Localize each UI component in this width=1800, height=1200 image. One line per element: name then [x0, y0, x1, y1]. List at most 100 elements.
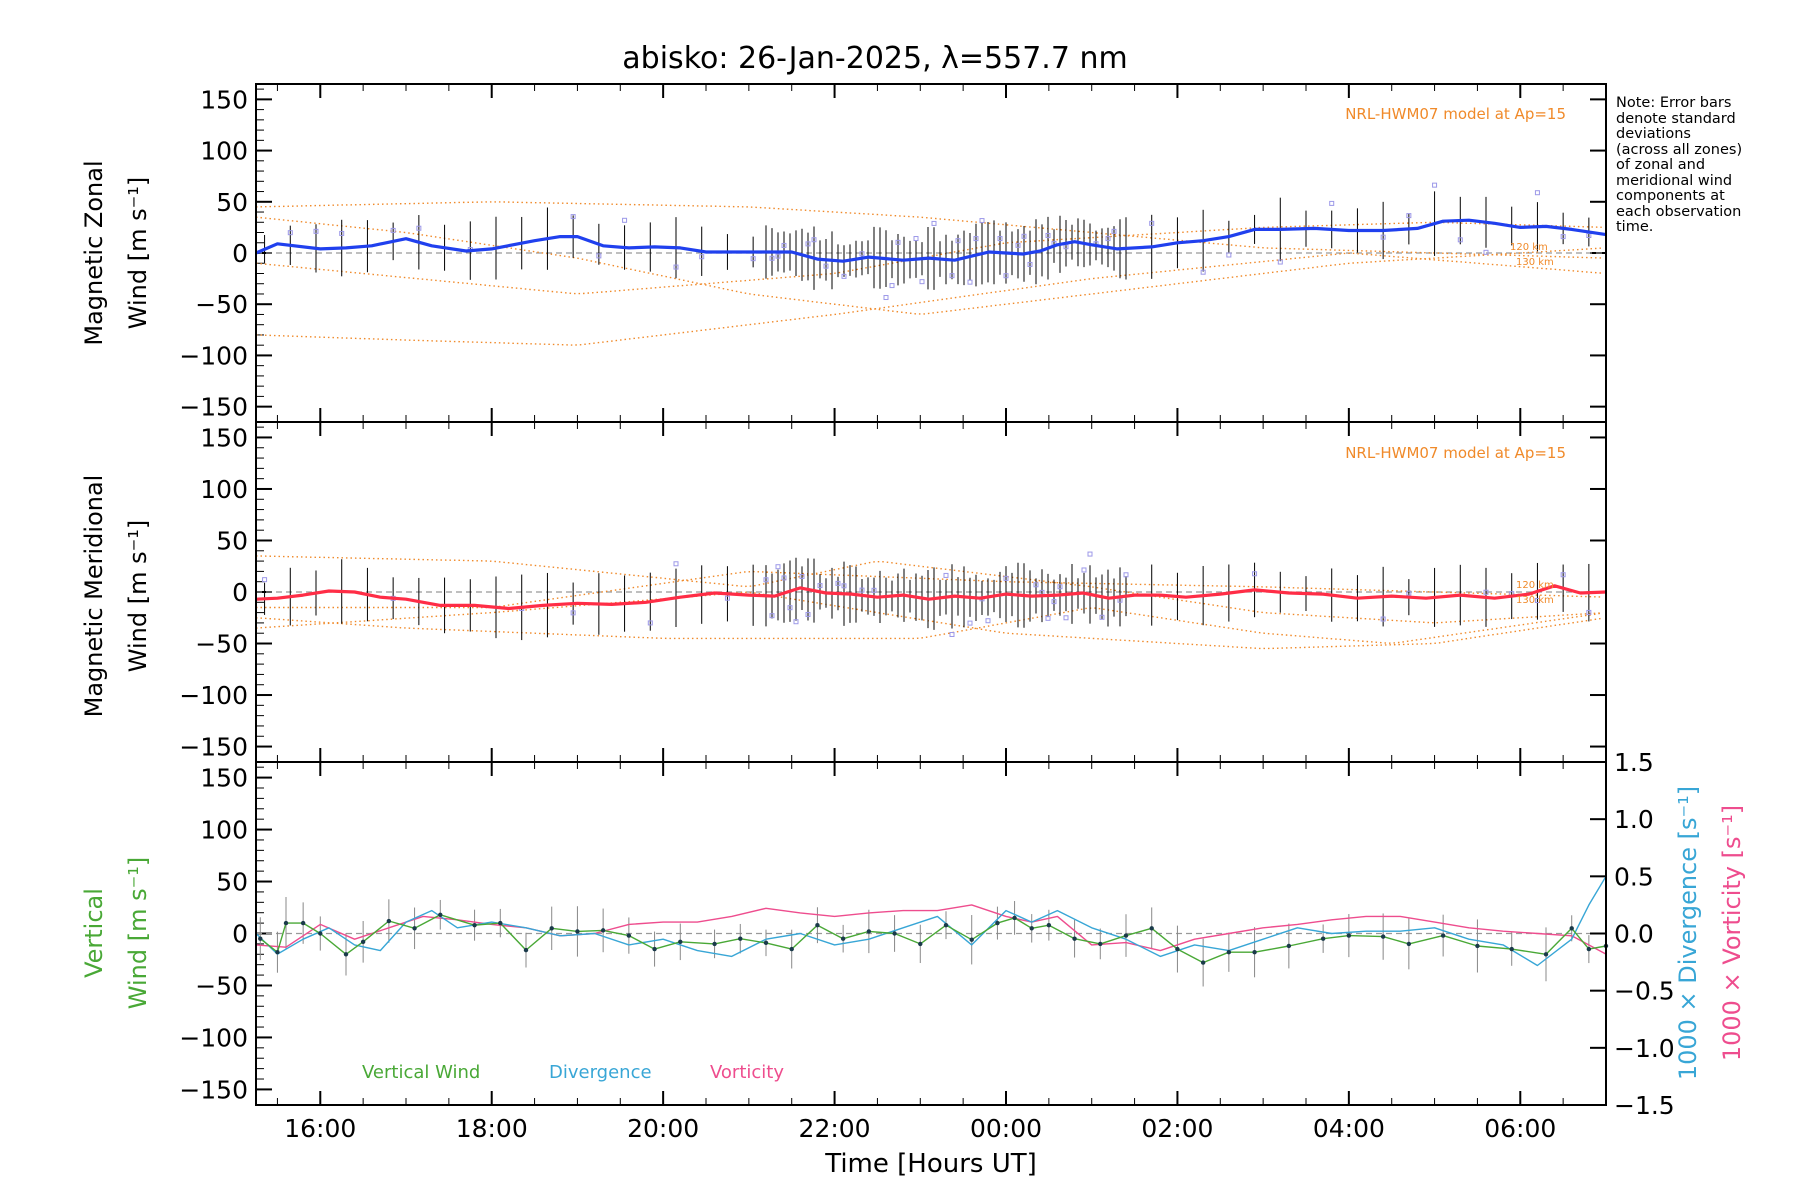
note-line: denote standard — [1616, 110, 1736, 127]
zonal-zone-point — [889, 283, 895, 289]
vertical-wind-point — [549, 926, 554, 931]
divergence-axis-label: 1000 × Divergence [s⁻¹] — [1674, 786, 1702, 1080]
zonal-zone-point — [775, 253, 781, 259]
vertical-wind-point — [1029, 926, 1034, 931]
zonal-zone-point — [1045, 232, 1051, 238]
meridional-zone-point — [1252, 571, 1258, 577]
y2-tick-label: 0.0 — [1614, 920, 1654, 949]
meridional-ylabel-line2: Wind [m s⁻¹] — [124, 520, 152, 672]
zonal-zone-point — [1277, 259, 1283, 265]
meridional-model-label: NRL-HWM07 model at Ap=15 — [1345, 444, 1566, 462]
zonal-zone-point — [750, 256, 756, 262]
meridional-zone-point — [1560, 572, 1566, 578]
meridional-model-curve — [255, 591, 1602, 650]
vertical-wind-point — [1569, 926, 1574, 931]
zonal-zone-point — [919, 279, 925, 285]
meridional-plot-area: 150 100 50 0 −50 −100 −150 — [179, 422, 1607, 762]
vertical-wind-point — [1072, 936, 1077, 941]
meridional-ytick-label: −50 — [195, 630, 248, 659]
vertical-wind-point — [1200, 960, 1206, 965]
note-line: Note: Error bars — [1616, 95, 1732, 111]
meridional-zone-point — [1057, 584, 1063, 590]
meridional-zone-point — [799, 573, 805, 579]
vertical-wind-point — [600, 928, 606, 933]
figure-title: abisko: 26-Jan-2025, λ=557.7 nm — [622, 41, 1127, 76]
zonal-zone-point — [1483, 249, 1489, 255]
meridional-zone-point — [673, 561, 679, 567]
meridional-zone-point — [835, 580, 841, 586]
meridional-model-curve — [255, 555, 1602, 624]
panel-zonal: 150 100 50 0 −50 −100 −150 NRL-HWM07 model at … — [80, 83, 1607, 423]
vertical-ylabel-line2: Wind [m s⁻¹] — [124, 857, 152, 1009]
zonal-zone-point — [1380, 234, 1386, 240]
meridional-zone-point — [1081, 567, 1087, 573]
vertical-ytick-label: −100 — [179, 1023, 248, 1052]
meridional-zone-point — [1051, 599, 1057, 605]
meridional-model-height-120: 120 km — [1516, 580, 1554, 591]
vertical-wind-point — [412, 926, 417, 931]
meridional-zone-point — [1534, 598, 1540, 604]
meridional-zone-point — [943, 572, 949, 578]
vertical-wind-point — [1475, 943, 1480, 949]
zonal-zone-point — [967, 279, 973, 285]
zonal-zone-point — [1200, 269, 1206, 275]
meridional-zone-point — [817, 583, 823, 589]
note-line: time. — [1616, 219, 1654, 235]
y2-tick-label: −1.0 — [1614, 1034, 1675, 1063]
x-axis: 16:00 18:00 20:00 22:00 00:00 02:00 04:00 06:00… — [284, 1114, 1556, 1179]
meridional-ytick-label: 150 — [200, 423, 248, 452]
meridional-zone-point — [871, 587, 877, 593]
zonal-zone-point — [313, 228, 319, 234]
meridional-zone-point — [1033, 582, 1039, 588]
y2-tick-label: 1.5 — [1614, 748, 1654, 777]
zonal-zone-point — [1111, 228, 1117, 234]
vertical-wind-point — [360, 939, 366, 945]
meridional-zone-point — [1087, 551, 1093, 557]
zonal-ylabel-line2: Wind [m s⁻¹] — [124, 177, 152, 329]
vertical-wind-point — [575, 929, 580, 934]
y2-tick-label: 1.0 — [1614, 805, 1654, 834]
zonal-ytick-label: 50 — [216, 188, 248, 217]
zonal-zone-point — [416, 225, 422, 231]
vertical-wind-point — [343, 952, 349, 957]
vertical-wind-point — [283, 920, 289, 926]
zonal-zone-point — [1329, 200, 1335, 206]
meridional-ytick-label: 100 — [200, 475, 248, 504]
vertical-wind-point — [789, 946, 794, 952]
meridional-ylabel-line1: Magnetic Meridional — [80, 475, 108, 718]
vertical-wind-point — [1046, 922, 1052, 928]
legend-vertical-wind: Vertical Wind — [362, 1062, 480, 1083]
x-tick-label: 04:00 — [1313, 1114, 1385, 1143]
zonal-zone-point — [973, 236, 979, 242]
meridional-ytick-label: 0 — [232, 578, 248, 607]
zonal-zone-point — [811, 237, 817, 243]
zonal-plot-area: 150 100 50 0 −50 −100 −150 — [179, 84, 1607, 422]
error-bar-note: Note: Error bars denote standard deviati… — [1616, 95, 1794, 236]
vertical-wind-point — [318, 931, 323, 936]
vertical-wind-point — [1226, 950, 1232, 955]
zonal-ylabel: Magnetic Zonal Wind [m s⁻¹] — [80, 160, 152, 345]
zonal-zone-point — [1105, 236, 1111, 242]
meridional-zone-point — [1586, 609, 1592, 615]
vorticity-axis-label: 1000 × Vorticity [s⁻¹] — [1718, 805, 1746, 1061]
zonal-ytick-label: −50 — [195, 290, 248, 319]
zonal-model-height-120: 120 km — [1510, 242, 1548, 253]
vertical-wind-point — [1098, 941, 1103, 947]
zonal-zone-point — [895, 239, 901, 245]
meridional-zone-point — [262, 577, 268, 583]
zonal-zone-point — [769, 255, 775, 261]
meridional-zone-point — [949, 631, 955, 637]
meridional-zone-point — [1003, 575, 1009, 581]
zonal-model-curve — [255, 221, 1602, 295]
zonal-zone-point — [859, 251, 865, 257]
meridional-zone-point — [841, 583, 847, 589]
meridional-zone-point — [1063, 615, 1069, 621]
zonal-zone-point — [979, 218, 985, 224]
x-tick-label: 02:00 — [1141, 1114, 1213, 1143]
vertical-ylabel-line1: Vertical — [80, 888, 108, 978]
zonal-zone-point — [570, 214, 576, 220]
meridional-zone-point — [1406, 590, 1412, 596]
x-axis-label: Time [Hours UT] — [824, 1149, 1037, 1179]
divergence-line — [255, 875, 1607, 967]
vertical-wind-point — [386, 918, 392, 924]
